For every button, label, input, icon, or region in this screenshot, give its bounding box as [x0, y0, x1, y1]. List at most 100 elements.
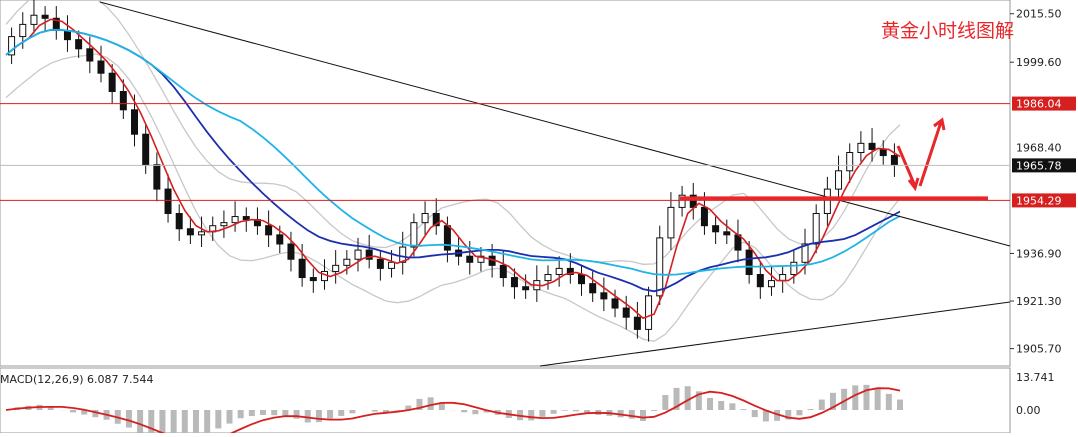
y-tick-label: 1905.70 — [1016, 343, 1062, 356]
candle-body — [813, 214, 819, 245]
macd-tick-label: 0.00 — [1016, 404, 1041, 417]
uptrend-line — [540, 302, 1010, 366]
macd-hist-bar — [372, 410, 378, 412]
arrow-down — [898, 146, 915, 186]
macd-hist-bar — [260, 410, 266, 415]
candle-body — [869, 143, 875, 149]
candle-body — [858, 143, 864, 152]
ma-slow-line — [6, 30, 900, 275]
candle-body — [87, 49, 93, 61]
macd-hist-bar — [204, 410, 210, 433]
macd-hist-bar — [282, 410, 288, 416]
macd-hist-bar — [752, 410, 758, 417]
candle-body — [657, 238, 663, 296]
candle-body — [243, 217, 249, 220]
macd-hist-bar — [126, 410, 132, 428]
macd-hist-bar — [70, 410, 76, 412]
candle-body — [143, 134, 149, 165]
candle-body — [612, 299, 618, 308]
macd-hist-bar — [349, 410, 355, 413]
chart-title: 黄金小时线图解 — [881, 16, 1014, 43]
y-tick-label: 1999.60 — [1016, 56, 1062, 69]
candle-body — [623, 308, 629, 317]
macd-hist-bar — [808, 409, 814, 410]
candle-body — [187, 229, 193, 235]
macd-hist-bar — [651, 410, 657, 411]
price-plot-frame — [0, 0, 1010, 366]
macd-hist-bar — [327, 410, 333, 419]
macd-hist-bar — [852, 385, 858, 410]
macd-hist-bar — [472, 410, 478, 414]
macd-hist-bar — [796, 410, 802, 415]
candle-body — [199, 232, 205, 235]
macd-hist-bar — [294, 410, 300, 419]
candle-body — [556, 268, 562, 274]
macd-hist-bar — [305, 410, 311, 423]
candle-body — [165, 189, 171, 213]
macd-hist-bar — [886, 394, 892, 410]
candle-body — [824, 189, 830, 213]
candle-body — [836, 171, 842, 189]
macd-hist-bar — [461, 410, 467, 412]
candle-body — [746, 250, 752, 274]
ma-mid-line — [6, 30, 900, 291]
candle-body — [232, 217, 238, 223]
macd-hist-bar — [238, 410, 244, 418]
price-tag-label: 1986.04 — [1016, 98, 1062, 111]
candle-body — [310, 278, 316, 281]
macd-hist-bar — [215, 410, 221, 428]
candle-body — [523, 287, 529, 290]
candle-body — [132, 110, 138, 134]
candle-body — [757, 275, 763, 287]
candle-body — [444, 226, 450, 250]
candle-body — [176, 214, 182, 229]
candle-body — [221, 223, 227, 226]
macd-hist-bar — [193, 410, 199, 433]
candle-body — [377, 259, 383, 268]
candle-body — [768, 281, 774, 287]
candle-body — [333, 265, 339, 271]
candle-body — [109, 73, 115, 91]
candle-body — [500, 265, 506, 277]
macd-hist-bar — [171, 410, 177, 433]
candle-body — [780, 275, 786, 281]
candle-body — [891, 156, 897, 165]
macd-hist-bar — [863, 385, 869, 410]
macd-hist-bar — [338, 410, 344, 416]
price-tag-label: 1965.78 — [1016, 159, 1062, 172]
macd-hist-bar — [159, 410, 165, 433]
candle-body — [880, 149, 886, 155]
macd-hist-bar — [729, 403, 735, 410]
y-tick-label: 1921.30 — [1016, 295, 1062, 308]
candle-body — [42, 15, 48, 18]
candle-body — [288, 244, 294, 259]
candle-body — [634, 317, 640, 329]
macd-hist-bar — [182, 410, 188, 433]
macd-hist-bar — [137, 410, 143, 433]
macd-hist-bar — [539, 410, 545, 417]
candle-body — [31, 15, 37, 24]
macd-hist-bar — [741, 409, 747, 410]
macd-hist-bar — [249, 410, 255, 416]
macd-hist-bar — [707, 398, 713, 410]
macd-hist-bar — [897, 400, 903, 410]
candle-body — [791, 262, 797, 274]
candle-body — [646, 296, 652, 330]
band-upper — [6, 0, 900, 264]
macd-hist-bar — [573, 410, 579, 411]
candle-body — [579, 275, 585, 284]
macd-hist-bar — [528, 410, 534, 420]
candle-body — [668, 207, 674, 238]
y-tick-label: 2015.50 — [1016, 8, 1062, 21]
y-tick-label-partial: 1968.40 — [1016, 141, 1062, 154]
candle-body — [344, 259, 350, 265]
candle-body — [422, 214, 428, 223]
candle-body — [98, 61, 104, 73]
candle-body — [590, 284, 596, 293]
macd-hist-bar — [819, 400, 825, 410]
y-tick-label: 1936.90 — [1016, 247, 1062, 260]
candle-body — [154, 165, 160, 189]
macd-hist-bar — [662, 395, 668, 410]
